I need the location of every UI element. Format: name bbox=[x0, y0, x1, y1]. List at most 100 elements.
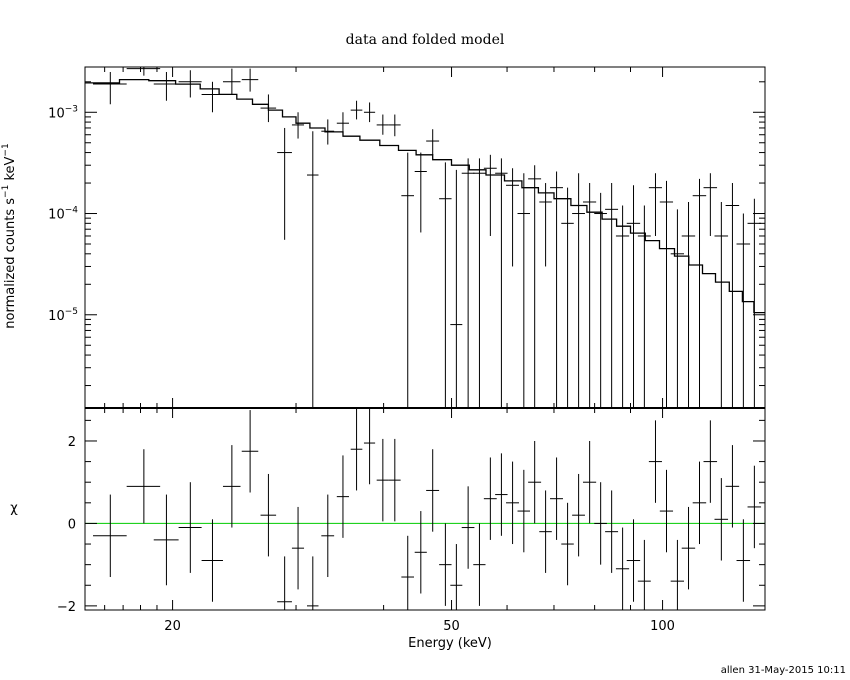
axes-frame: 20 50 100 10−3 10−4 10−5 −2 0 2 bbox=[48, 66, 766, 634]
bottom-y-tick-label: 0 bbox=[68, 517, 76, 532]
residual-point bbox=[401, 535, 415, 610]
residual-point bbox=[461, 486, 475, 569]
x-tick-label: 50 bbox=[443, 619, 460, 634]
residual-point bbox=[714, 478, 729, 561]
bottom-y-tick-label: −2 bbox=[57, 600, 76, 615]
residual-point bbox=[363, 408, 376, 485]
data-point bbox=[126, 67, 161, 76]
residual-point bbox=[388, 438, 401, 522]
residual-point bbox=[376, 438, 389, 522]
residual-point bbox=[550, 457, 563, 540]
residual-point bbox=[426, 449, 440, 532]
bottom-y-axis-label: χ bbox=[10, 501, 18, 516]
data-point bbox=[439, 162, 452, 408]
top-y-tick-label: 10−3 bbox=[48, 104, 78, 121]
top-panel bbox=[85, 67, 765, 408]
data-point bbox=[594, 192, 607, 408]
data-point bbox=[681, 201, 696, 408]
residual-point bbox=[648, 420, 662, 503]
data-point bbox=[93, 71, 127, 105]
data-point bbox=[414, 152, 427, 233]
residual-point bbox=[659, 469, 674, 553]
residual-point bbox=[241, 410, 259, 493]
top-y-ticks bbox=[85, 81, 765, 387]
data-point bbox=[483, 154, 497, 236]
data-point bbox=[321, 119, 335, 145]
residual-point bbox=[260, 473, 277, 557]
model-step-line bbox=[85, 78, 765, 314]
residual-point bbox=[561, 502, 574, 586]
residual-point bbox=[414, 511, 427, 594]
residual-point bbox=[747, 465, 762, 549]
top-y-tick-label: 10−5 bbox=[48, 307, 78, 324]
residual-point bbox=[670, 539, 685, 610]
data-point bbox=[376, 114, 389, 135]
residual-point bbox=[495, 453, 508, 536]
residual-point bbox=[291, 506, 305, 590]
residual-point bbox=[277, 556, 292, 610]
data-point bbox=[626, 185, 641, 408]
data-point bbox=[350, 100, 363, 120]
data-point bbox=[260, 94, 277, 123]
data-point bbox=[473, 158, 486, 408]
top-y-axis-label: normalized counts s−1 keV−1 bbox=[1, 143, 18, 328]
data-point bbox=[363, 102, 376, 123]
data-point bbox=[506, 168, 519, 267]
residual-point bbox=[528, 440, 542, 524]
data-point bbox=[659, 180, 674, 408]
data-point bbox=[703, 173, 718, 236]
residual-point bbox=[692, 461, 707, 545]
residual-point bbox=[703, 420, 718, 503]
data-point bbox=[291, 112, 305, 139]
data-point bbox=[670, 209, 685, 408]
data-point bbox=[528, 165, 542, 408]
data-point bbox=[153, 71, 179, 101]
data-point bbox=[222, 68, 241, 95]
residual-point bbox=[321, 494, 335, 578]
data-point bbox=[388, 114, 401, 137]
data-point bbox=[605, 183, 619, 408]
residual-point bbox=[539, 490, 552, 573]
data-point bbox=[277, 127, 292, 240]
residual-point bbox=[582, 440, 597, 524]
residual-point bbox=[637, 539, 651, 610]
residual-point bbox=[483, 457, 497, 540]
residual-point bbox=[126, 449, 161, 524]
residual-point bbox=[153, 494, 179, 586]
residual-point bbox=[594, 482, 607, 565]
data-point bbox=[401, 152, 415, 408]
bottom-y-ticks bbox=[85, 419, 765, 607]
residual-point bbox=[506, 461, 519, 545]
x-tick-label: 100 bbox=[650, 619, 675, 634]
data-point bbox=[178, 70, 202, 98]
residual-point bbox=[201, 519, 223, 602]
data-point bbox=[201, 81, 223, 113]
data-point bbox=[241, 68, 259, 92]
data-point bbox=[582, 183, 597, 408]
residual-point bbox=[178, 482, 202, 573]
data-point bbox=[714, 201, 729, 408]
bottom-panel bbox=[85, 408, 765, 610]
data-point bbox=[517, 173, 531, 408]
x-tick-label: 20 bbox=[164, 619, 181, 634]
residual-point bbox=[439, 523, 452, 606]
data-point bbox=[736, 213, 751, 408]
residual-point bbox=[681, 506, 696, 590]
data-point bbox=[561, 187, 574, 408]
residual-point bbox=[450, 544, 463, 610]
data-point bbox=[648, 173, 662, 236]
data-point bbox=[461, 158, 475, 408]
residual-point bbox=[306, 556, 319, 610]
data-point bbox=[336, 112, 349, 135]
chart-title: data and folded model bbox=[346, 32, 505, 48]
data-point bbox=[426, 129, 440, 155]
data-point bbox=[572, 173, 585, 408]
data-point bbox=[692, 178, 707, 408]
data-point bbox=[495, 158, 508, 408]
data-point bbox=[747, 198, 762, 408]
residual-point bbox=[725, 445, 740, 528]
residual-point bbox=[615, 527, 630, 610]
data-point bbox=[539, 183, 552, 267]
x-ticks bbox=[104, 67, 664, 610]
